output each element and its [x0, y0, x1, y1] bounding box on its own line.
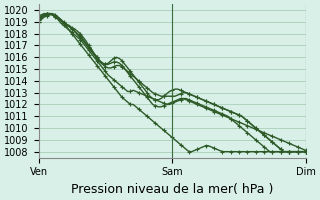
X-axis label: Pression niveau de la mer( hPa ): Pression niveau de la mer( hPa )	[71, 183, 273, 196]
